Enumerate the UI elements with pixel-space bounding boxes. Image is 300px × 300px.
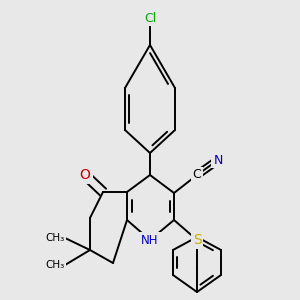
Text: O: O: [80, 168, 90, 182]
Text: NH: NH: [141, 233, 159, 247]
Text: Cl: Cl: [144, 11, 156, 25]
Text: CH₃: CH₃: [45, 233, 64, 243]
Text: N: N: [213, 154, 223, 166]
Text: CH₃: CH₃: [45, 260, 64, 270]
Text: C: C: [193, 169, 201, 182]
Text: S: S: [193, 233, 201, 247]
